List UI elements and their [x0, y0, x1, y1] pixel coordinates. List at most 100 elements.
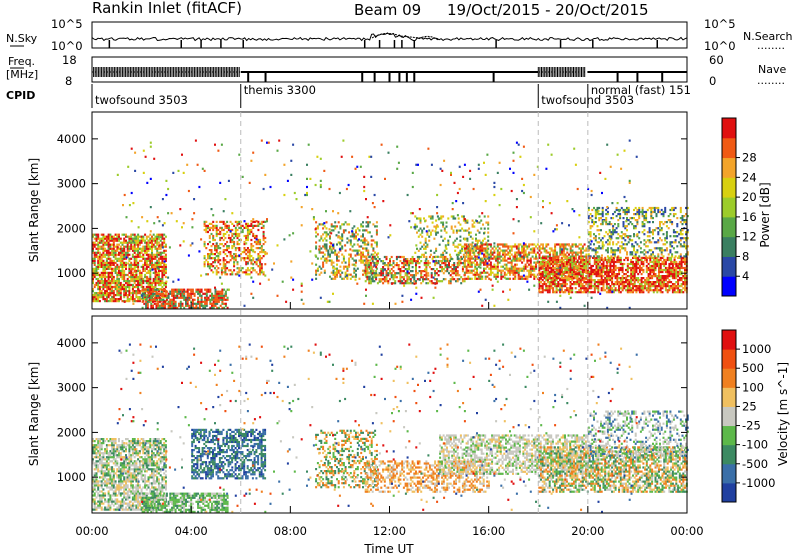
power-cell [635, 285, 637, 287]
power-cell [207, 243, 209, 245]
power-cell [380, 278, 382, 280]
power-cell [450, 278, 452, 280]
power-cell [565, 247, 567, 249]
power-cell [462, 270, 464, 272]
power-cell [101, 266, 103, 268]
power-cell [675, 269, 677, 271]
power-cell [486, 276, 488, 278]
power-cell [158, 272, 160, 274]
power-cell [492, 266, 494, 268]
power-cell [135, 250, 137, 252]
power-cell [111, 282, 113, 284]
power-cell [99, 238, 101, 240]
power-cell [535, 264, 537, 266]
power-cell [506, 250, 508, 252]
power-cell [348, 262, 350, 264]
power-cell [622, 271, 624, 273]
power-cell [458, 274, 460, 276]
power-cell [146, 268, 148, 270]
power-cell [425, 278, 427, 280]
power-cell [463, 215, 465, 217]
power-cell [375, 278, 377, 280]
power-cell [317, 233, 319, 235]
power-cell [261, 251, 263, 253]
power-cell [426, 244, 428, 246]
power-cell [495, 247, 497, 249]
power-cell [108, 250, 110, 252]
power-cell [209, 291, 211, 293]
power-cell [113, 242, 115, 244]
power-cell [338, 256, 340, 258]
power-cell [256, 247, 258, 249]
power-cell [132, 254, 134, 256]
power-cell [320, 252, 322, 254]
power-cell [115, 284, 117, 286]
power-cell [137, 248, 139, 250]
power-cell [484, 215, 486, 217]
power-cell [525, 266, 527, 268]
power-cell [139, 274, 141, 276]
power-cell [173, 305, 175, 307]
power-cell [456, 238, 458, 240]
power-cell [533, 270, 535, 272]
power-cell [420, 222, 422, 224]
power-cell [162, 301, 164, 303]
power-cell [492, 254, 494, 256]
power-cell [158, 270, 160, 272]
power-cell [187, 291, 189, 293]
power-cell [204, 255, 206, 257]
power-cell [154, 303, 156, 305]
nsky-tick-top: 10^5 [51, 17, 83, 31]
power-cell [319, 274, 321, 276]
power-cell [130, 236, 132, 238]
nsky-trace [92, 33, 687, 48]
power-cell [582, 261, 584, 263]
power-cell [108, 264, 110, 266]
power-cell [635, 277, 637, 279]
power-cell [490, 264, 492, 266]
power-cell [252, 263, 254, 265]
power-cell [215, 305, 217, 307]
power-cell [530, 264, 532, 266]
power-cell [660, 283, 662, 285]
power-cell [128, 236, 130, 238]
power-cell [362, 235, 364, 237]
power-cell [453, 242, 455, 244]
power-cell [106, 298, 108, 300]
power-cell [113, 290, 115, 292]
power-cell [250, 229, 252, 231]
power-cell [211, 233, 213, 235]
power-cell [564, 275, 566, 277]
power-cell [425, 264, 427, 266]
power-cell [249, 233, 251, 235]
power-cell [208, 291, 210, 293]
power-cell [151, 242, 153, 244]
power-cell [474, 266, 476, 268]
power-cell [120, 294, 122, 296]
power-cell [137, 268, 139, 270]
power-cell [339, 274, 341, 276]
power-cell [146, 262, 148, 264]
power-cell [442, 226, 444, 228]
power-cell [456, 232, 458, 234]
power-cell [104, 248, 106, 250]
power-cell [130, 262, 132, 264]
power-cell [336, 225, 338, 227]
power-cell [552, 269, 554, 271]
power-cell [399, 256, 401, 258]
power-cell [221, 293, 223, 295]
power-cell [597, 285, 599, 287]
power-cell [557, 275, 559, 277]
power-cell [341, 247, 343, 249]
power-cell [427, 278, 429, 280]
power-cell [102, 260, 104, 262]
power-cell [486, 256, 488, 258]
power-cell [149, 276, 151, 278]
power-cell [317, 225, 319, 227]
power-cell [368, 278, 370, 280]
power-cell [153, 272, 155, 274]
power-cell [575, 263, 577, 265]
power-cell [665, 285, 667, 287]
power-cell [490, 243, 492, 245]
power-cell [476, 272, 478, 274]
